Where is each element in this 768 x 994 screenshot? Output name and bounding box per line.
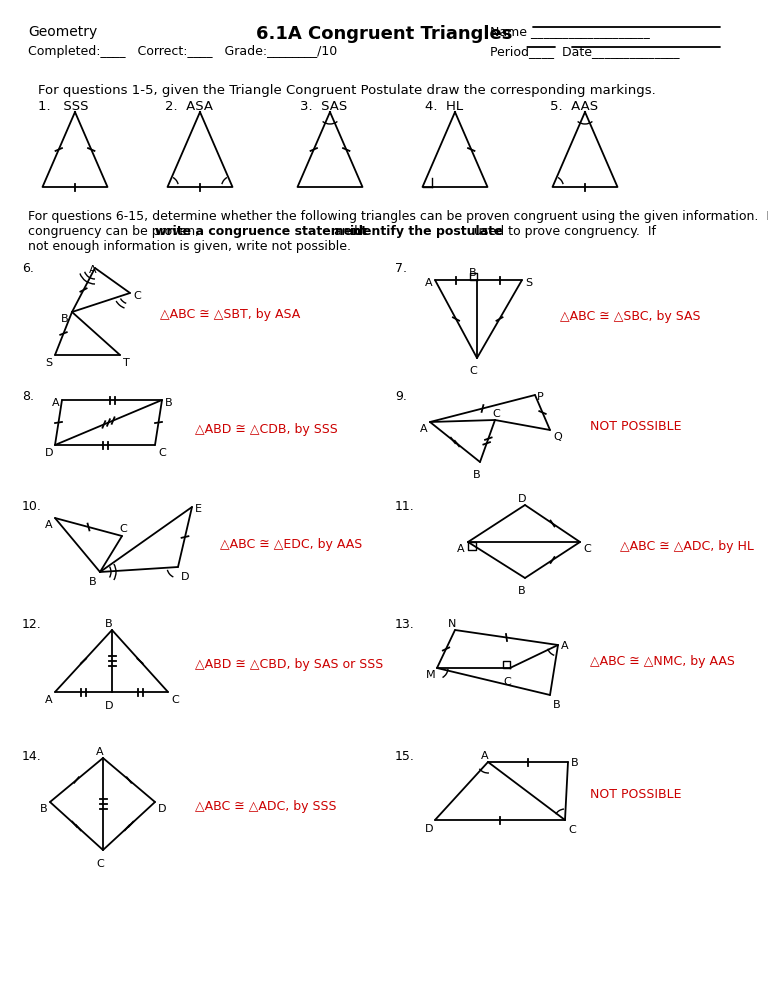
Text: A: A	[52, 398, 60, 408]
Text: For questions 1-5, given the Triangle Congruent Postulate draw the corresponding: For questions 1-5, given the Triangle Co…	[38, 84, 656, 97]
Text: 6.1A Congruent Triangles: 6.1A Congruent Triangles	[256, 25, 512, 43]
Text: C: C	[503, 677, 511, 687]
Text: C: C	[171, 695, 179, 705]
Text: B: B	[469, 268, 477, 278]
Text: △ABC ≅ △NMC, by AAS: △ABC ≅ △NMC, by AAS	[590, 655, 735, 668]
Text: A: A	[45, 695, 53, 705]
Text: A: A	[561, 641, 568, 651]
Text: △ABD ≅ △CDB, by SSS: △ABD ≅ △CDB, by SSS	[195, 423, 338, 436]
Text: A: A	[425, 278, 432, 288]
Text: D: D	[158, 804, 167, 814]
Text: B: B	[553, 700, 561, 710]
Text: D: D	[45, 448, 54, 458]
Text: 14.: 14.	[22, 750, 41, 763]
Text: T: T	[123, 358, 130, 368]
Text: 10.: 10.	[22, 500, 42, 513]
Text: D: D	[425, 824, 433, 834]
Text: A: A	[482, 751, 488, 761]
Text: identify the postulate: identify the postulate	[350, 225, 502, 238]
Text: Name ___________________: Name ___________________	[490, 25, 650, 38]
Text: E: E	[195, 504, 202, 514]
Text: 11.: 11.	[395, 500, 415, 513]
Text: △ABC ≅ △ADC, by SSS: △ABC ≅ △ADC, by SSS	[195, 800, 336, 813]
Text: M: M	[426, 670, 435, 680]
Text: C: C	[133, 291, 141, 301]
Text: P: P	[537, 392, 544, 402]
Text: Period____  Date______________: Period____ Date______________	[490, 45, 680, 58]
Text: 15.: 15.	[395, 750, 415, 763]
Text: B: B	[89, 577, 97, 587]
Text: C: C	[96, 859, 104, 869]
Text: Q: Q	[553, 432, 561, 442]
Text: A: A	[45, 520, 53, 530]
Text: Completed:____   Correct:____   Grade:________/10: Completed:____ Correct:____ Grade:______…	[28, 45, 337, 58]
Text: 9.: 9.	[395, 390, 407, 403]
Text: C: C	[492, 409, 500, 419]
Text: C: C	[119, 524, 127, 534]
Text: 13.: 13.	[395, 618, 415, 631]
Text: 3.  SAS: 3. SAS	[300, 100, 347, 113]
Text: A: A	[89, 265, 97, 275]
Text: A: A	[420, 424, 428, 434]
Text: Geometry: Geometry	[28, 25, 98, 39]
Text: △ABD ≅ △CBD, by SAS or SSS: △ABD ≅ △CBD, by SAS or SSS	[195, 658, 383, 671]
Text: 12.: 12.	[22, 618, 41, 631]
Text: △ABC ≅ △EDC, by AAS: △ABC ≅ △EDC, by AAS	[220, 538, 362, 551]
Text: write a congruence statement: write a congruence statement	[155, 225, 367, 238]
Text: △ABC ≅ △SBC, by SAS: △ABC ≅ △SBC, by SAS	[560, 310, 700, 323]
Text: N: N	[448, 619, 456, 629]
Text: For questions 6-15, determine whether the following triangles can be proven cong: For questions 6-15, determine whether th…	[28, 210, 768, 223]
Text: B: B	[40, 804, 48, 814]
Text: C: C	[568, 825, 576, 835]
Text: C: C	[469, 366, 477, 376]
Text: used to prove congruency.  If: used to prove congruency. If	[470, 225, 656, 238]
Text: 7.: 7.	[395, 262, 407, 275]
Text: not enough information is given, write not possible.: not enough information is given, write n…	[28, 240, 351, 253]
Text: congruency can be proven,: congruency can be proven,	[28, 225, 203, 238]
Text: △ABC ≅ △SBT, by ASA: △ABC ≅ △SBT, by ASA	[160, 308, 300, 321]
Text: C: C	[158, 448, 166, 458]
Text: and: and	[330, 225, 362, 238]
Text: B: B	[518, 586, 526, 596]
Text: 2.  ASA: 2. ASA	[165, 100, 213, 113]
Text: B: B	[473, 470, 481, 480]
Text: C: C	[583, 544, 591, 554]
Text: S: S	[45, 358, 52, 368]
Text: A: A	[96, 747, 104, 757]
Text: D: D	[181, 572, 190, 582]
Text: 1.   SSS: 1. SSS	[38, 100, 88, 113]
Text: 5.  AAS: 5. AAS	[550, 100, 598, 113]
Text: B: B	[105, 619, 113, 629]
Text: NOT POSSIBLE: NOT POSSIBLE	[590, 788, 681, 801]
Text: 4.  HL: 4. HL	[425, 100, 463, 113]
Text: B: B	[571, 758, 578, 768]
Text: S: S	[525, 278, 532, 288]
Text: 8.: 8.	[22, 390, 34, 403]
Text: B: B	[165, 398, 173, 408]
Text: NOT POSSIBLE: NOT POSSIBLE	[590, 420, 681, 433]
Text: D: D	[104, 701, 113, 711]
Text: A: A	[457, 544, 465, 554]
Text: △ABC ≅ △ADC, by HL: △ABC ≅ △ADC, by HL	[620, 540, 754, 553]
Text: B: B	[61, 314, 68, 324]
Text: 6.: 6.	[22, 262, 34, 275]
Text: D: D	[518, 494, 526, 504]
